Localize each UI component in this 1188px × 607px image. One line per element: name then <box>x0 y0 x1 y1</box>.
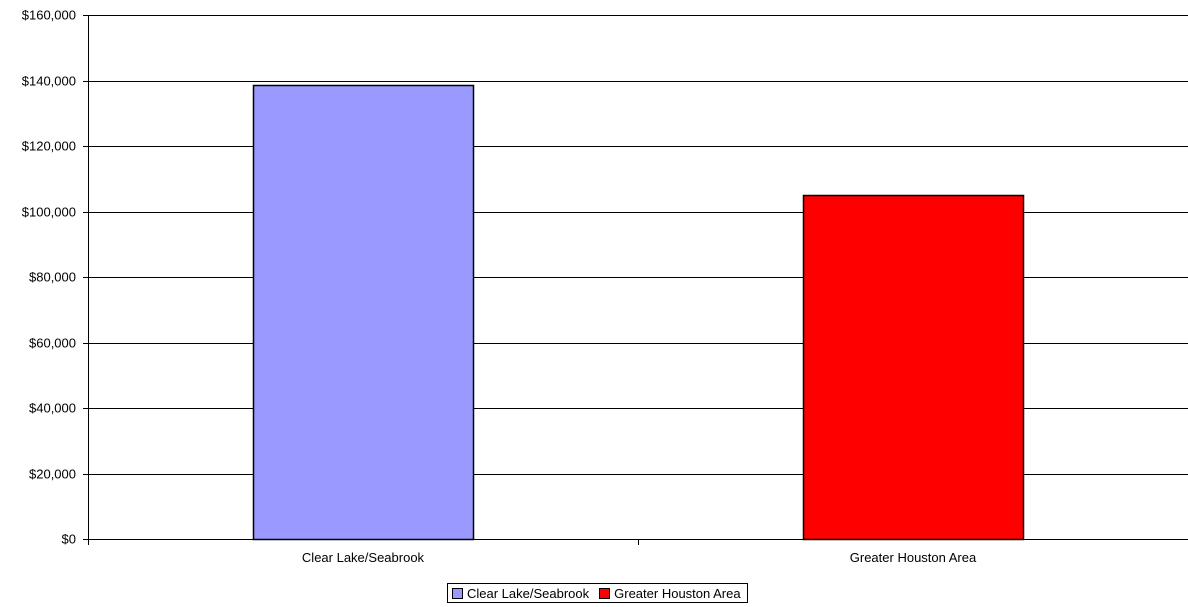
x-axis-tick-labels: Clear Lake/Seabrook Greater Houston Area <box>302 550 977 565</box>
bars <box>252 84 1025 541</box>
legend-label-greater-houston: Greater Houston Area <box>614 585 741 601</box>
legend: Clear Lake/Seabrook Greater Houston Area <box>447 583 748 603</box>
x-tick-label: Greater Houston Area <box>850 550 977 565</box>
y-tick-label: $0 <box>62 532 76 547</box>
y-axis-tick-labels: $0 $20,000 $40,000 $60,000 $80,000 $100,000 $1… <box>22 8 76 547</box>
legend-item-greater-houston: Greater Houston Area <box>599 585 741 601</box>
legend-item-clear-lake: Clear Lake/Seabrook <box>452 586 589 601</box>
legend-swatch-clear-lake <box>452 587 463 599</box>
axes <box>83 15 1188 545</box>
y-tick-label: $100,000 <box>22 205 76 220</box>
y-tick-label: $60,000 <box>29 336 76 351</box>
y-tick-label: $40,000 <box>29 401 76 416</box>
y-tick-label: $140,000 <box>22 74 76 89</box>
legend-swatch-greater-houston <box>599 587 611 599</box>
bar-0 <box>252 84 475 541</box>
x-tick-label: Clear Lake/Seabrook <box>302 550 425 565</box>
y-tick-label: $20,000 <box>29 467 76 482</box>
y-tick-label: $120,000 <box>22 139 76 154</box>
y-tick-label: $80,000 <box>29 270 76 285</box>
legend-label-clear-lake: Clear Lake/Seabrook <box>467 585 590 601</box>
y-tick-label: $160,000 <box>22 8 76 23</box>
bar-1 <box>802 194 1025 541</box>
